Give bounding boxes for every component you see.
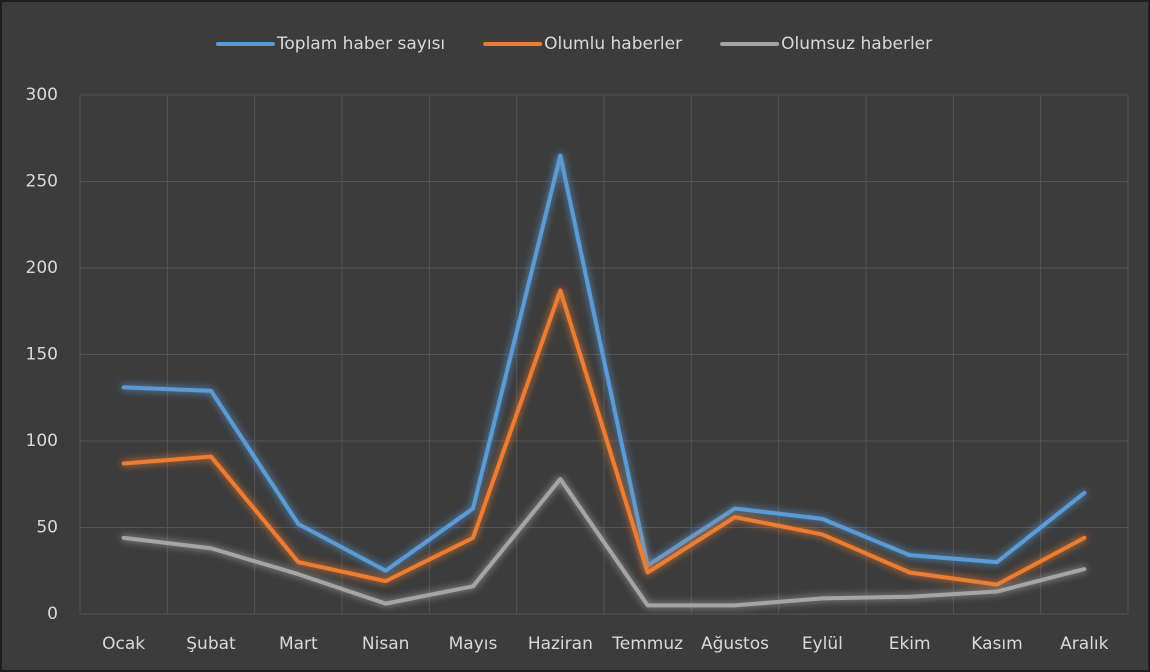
y-tick-label: 100 — [26, 431, 58, 451]
legend-label: Olumlu haberler — [544, 34, 682, 54]
x-tick-label: Mayıs — [449, 634, 498, 654]
x-tick-label: Ocak — [102, 634, 145, 654]
legend-label: Olumsuz haberler — [781, 34, 932, 54]
y-tick-label: 300 — [26, 85, 58, 105]
series-line — [121, 477, 1087, 608]
x-tick-label: Nisan — [362, 634, 410, 654]
x-tick-label: Haziran — [528, 634, 593, 654]
y-tick-label: 250 — [26, 172, 58, 192]
x-tick-label: Temmuz — [611, 634, 683, 654]
y-tick-label: 50 — [36, 518, 58, 538]
series-line — [121, 153, 1087, 573]
y-tick-label: 150 — [26, 345, 58, 365]
series-line — [121, 288, 1087, 587]
x-tick-label: Kasım — [971, 634, 1022, 654]
x-tick-label: Ekim — [889, 634, 931, 654]
y-tick-label: 200 — [26, 258, 58, 278]
x-tick-label: Ağustos — [701, 634, 769, 654]
legend-label: Toplam haber sayısı — [276, 34, 445, 54]
x-tick-label: Aralık — [1060, 634, 1108, 654]
y-tick-label: 0 — [47, 604, 58, 624]
x-tick-label: Şubat — [186, 634, 236, 654]
x-tick-label: Mart — [279, 634, 318, 654]
x-tick-label: Eylül — [802, 634, 843, 654]
